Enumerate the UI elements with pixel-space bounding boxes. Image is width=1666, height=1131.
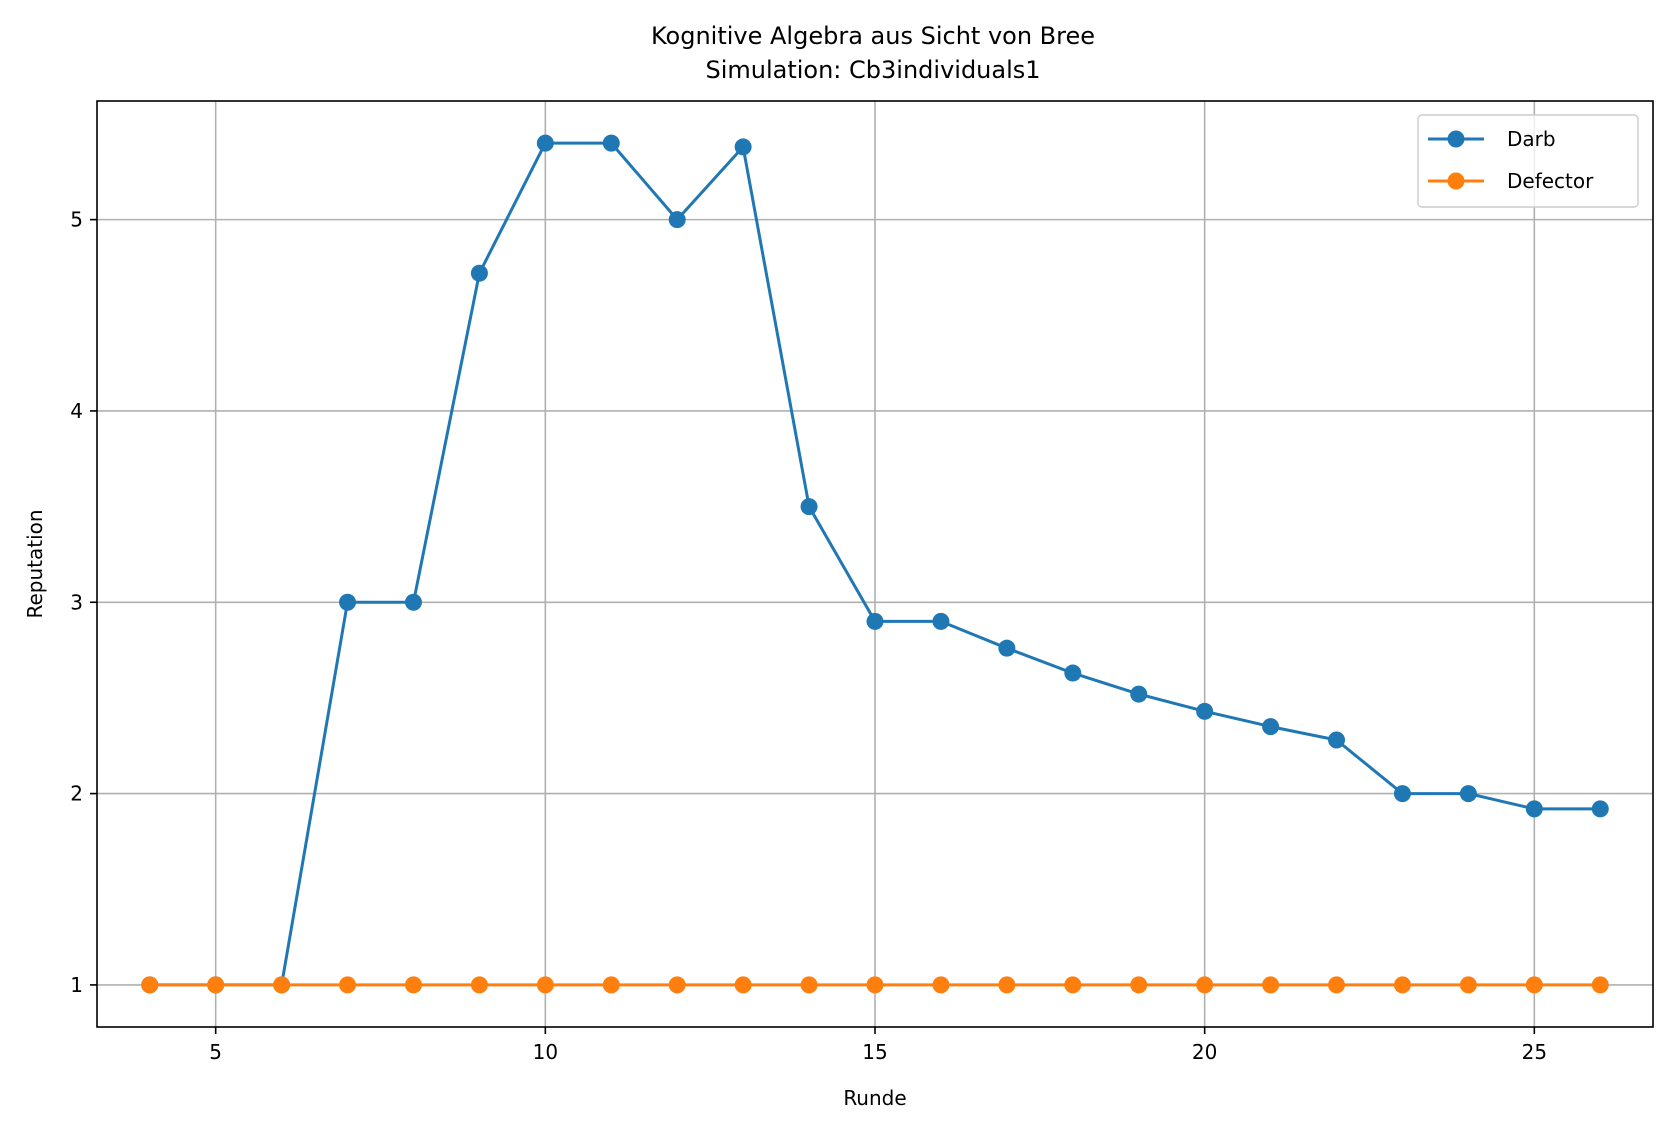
- data-point-defector: [1459, 976, 1477, 994]
- chart-title: Kognitive Algebra aus Sicht von Bree: [651, 22, 1095, 50]
- data-point-darb: [998, 639, 1016, 657]
- axis-ticks: 5 10 15 20 25 1 2 3 4 5: [70, 208, 1547, 1064]
- data-point-darb: [866, 612, 884, 630]
- data-point-defector: [1130, 976, 1148, 994]
- data-point-defector: [1262, 976, 1280, 994]
- data-point-darb: [1328, 731, 1346, 749]
- x-tick-label: 20: [1192, 1040, 1217, 1064]
- data-point-defector: [1525, 976, 1543, 994]
- data-point-darb: [339, 593, 357, 611]
- data-point-defector: [1393, 976, 1411, 994]
- data-point-defector: [866, 976, 884, 994]
- data-point-defector: [1196, 976, 1214, 994]
- x-axis-label: Runde: [843, 1086, 906, 1110]
- data-point-defector: [602, 976, 620, 994]
- x-tick-label: 15: [862, 1040, 887, 1064]
- y-axis-label: Reputation: [23, 509, 47, 618]
- data-point-darb: [536, 134, 554, 152]
- legend: Darb Defector: [1417, 114, 1639, 208]
- legend-label-darb: Darb: [1507, 127, 1556, 151]
- data-point-defector: [800, 976, 818, 994]
- data-point-darb: [734, 138, 752, 156]
- data-point-darb: [1525, 800, 1543, 818]
- data-point-darb: [800, 498, 818, 516]
- data-point-defector: [932, 976, 950, 994]
- data-point-defector: [668, 976, 686, 994]
- data-point-darb: [1591, 800, 1609, 818]
- x-tick-label: 25: [1522, 1040, 1547, 1064]
- data-point-darb: [1459, 785, 1477, 803]
- data-point-darb: [1262, 718, 1280, 736]
- data-point-defector: [1064, 976, 1082, 994]
- data-point-darb: [932, 612, 950, 630]
- data-point-defector: [734, 976, 752, 994]
- legend-marker-darb: [1447, 130, 1465, 148]
- data-point-defector: [1591, 976, 1609, 994]
- x-tick-label: 10: [533, 1040, 558, 1064]
- x-tick-label: 5: [209, 1040, 222, 1064]
- data-point-darb: [1130, 685, 1148, 703]
- data-point-darb: [404, 593, 422, 611]
- data-point-defector: [404, 976, 422, 994]
- data-point-defector: [141, 976, 159, 994]
- data-point-darb: [1064, 664, 1082, 682]
- y-tick-label: 4: [70, 399, 83, 423]
- data-point-defector: [339, 976, 357, 994]
- chart-subtitle: Simulation: Cb3individuals1: [705, 56, 1040, 84]
- data-point-darb: [470, 264, 488, 282]
- data-point-darb: [1393, 785, 1411, 803]
- plot-series: [141, 134, 1609, 994]
- legend-label-defector: Defector: [1507, 169, 1594, 193]
- data-point-darb: [602, 134, 620, 152]
- data-point-defector: [998, 976, 1016, 994]
- legend-marker-defector: [1447, 172, 1465, 190]
- data-point-defector: [1328, 976, 1346, 994]
- data-point-darb: [1196, 702, 1214, 720]
- data-point-darb: [668, 211, 686, 229]
- data-point-defector: [207, 976, 225, 994]
- y-tick-label: 1: [70, 973, 83, 997]
- data-point-defector: [536, 976, 554, 994]
- data-point-defector: [273, 976, 291, 994]
- y-tick-label: 3: [70, 590, 83, 614]
- y-tick-label: 2: [70, 782, 83, 806]
- data-point-defector: [470, 976, 488, 994]
- y-tick-label: 5: [70, 208, 83, 232]
